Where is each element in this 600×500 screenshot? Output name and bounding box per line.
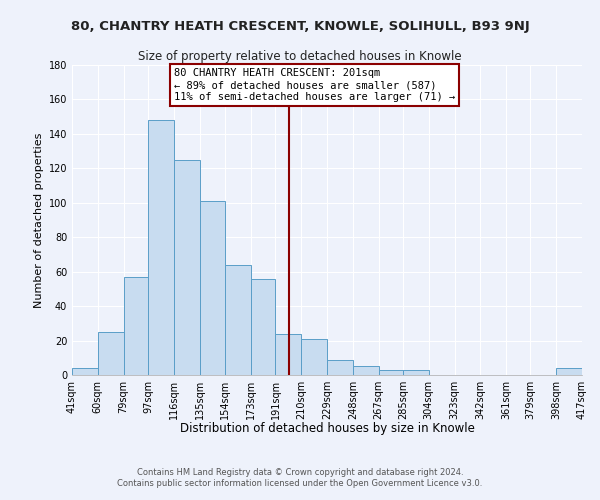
Bar (379, 370, 403, 375)
Bar (327, 360, 353, 375)
Bar (403, 370, 429, 375)
Bar (72, 368, 98, 375)
Bar (98, 332, 124, 375)
Y-axis label: Number of detached properties: Number of detached properties (34, 132, 44, 308)
Bar (199, 201, 225, 375)
Text: Contains HM Land Registry data © Crown copyright and database right 2024.
Contai: Contains HM Land Registry data © Crown c… (118, 468, 482, 487)
Bar (556, 368, 582, 375)
Bar (148, 120, 174, 375)
Text: Size of property relative to detached houses in Knowle: Size of property relative to detached ho… (138, 50, 462, 63)
Text: 80, CHANTRY HEATH CRESCENT, KNOWLE, SOLIHULL, B93 9NJ: 80, CHANTRY HEATH CRESCENT, KNOWLE, SOLI… (71, 20, 529, 33)
Bar (174, 160, 199, 375)
Bar (225, 265, 251, 375)
X-axis label: Distribution of detached houses by size in Knowle: Distribution of detached houses by size … (179, 422, 475, 435)
Text: 80 CHANTRY HEATH CRESCENT: 201sqm
← 89% of detached houses are smaller (587)
11%: 80 CHANTRY HEATH CRESCENT: 201sqm ← 89% … (174, 68, 455, 102)
Bar (251, 278, 275, 375)
Bar (275, 334, 301, 375)
Bar (353, 366, 379, 375)
Bar (301, 339, 327, 375)
Bar (124, 277, 148, 375)
